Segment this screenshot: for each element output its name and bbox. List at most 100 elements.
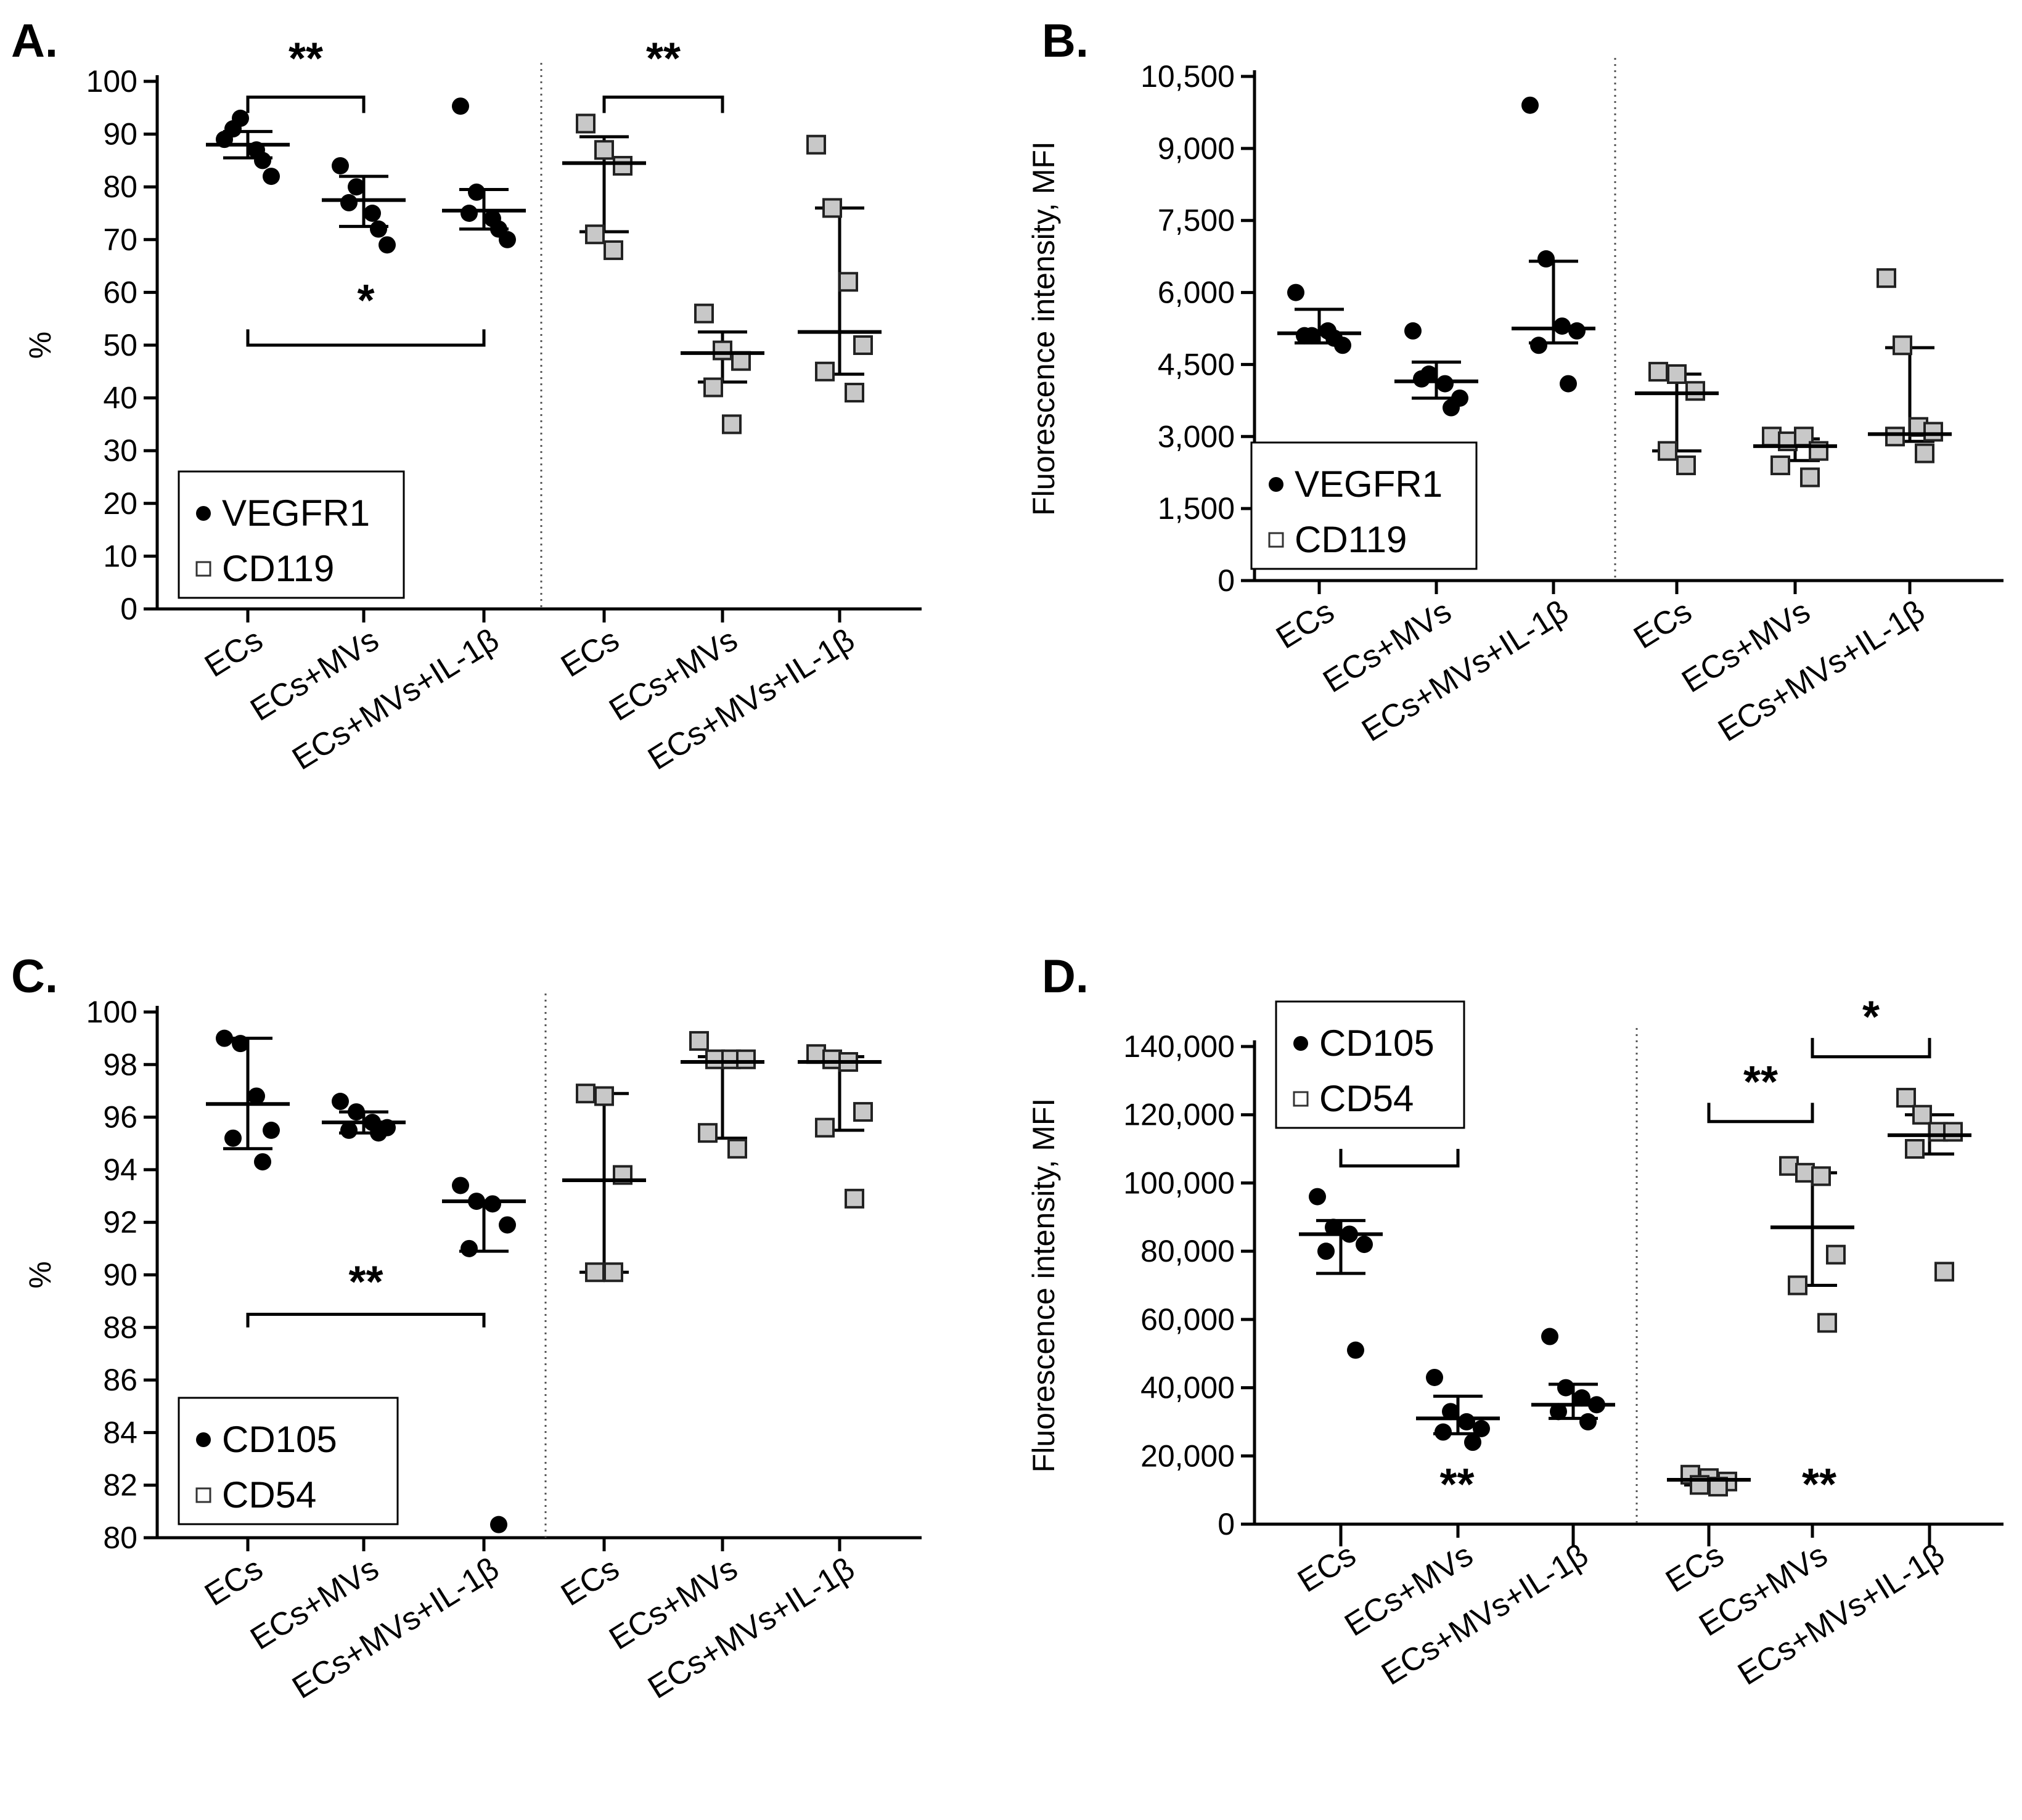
significance-bracket — [246, 329, 486, 347]
data-point — [1464, 1434, 1481, 1451]
significance-label: * — [357, 276, 374, 325]
x-tick-label: ECs+MVs+IL-1β — [286, 622, 505, 777]
significance-bracket — [602, 96, 724, 113]
y-tick-label: 94 — [103, 1153, 137, 1187]
data-point — [1560, 375, 1577, 393]
y-tick-label: 70 — [103, 222, 137, 257]
data-point — [216, 1029, 233, 1047]
data-point — [1795, 1162, 1815, 1183]
data-point — [1788, 1275, 1807, 1296]
data-point — [1404, 322, 1422, 340]
data-point — [1541, 1328, 1558, 1345]
data-point — [254, 1153, 271, 1171]
data-point — [838, 272, 858, 292]
y-tick-label: 10,500 — [1140, 59, 1235, 94]
data-point — [232, 1035, 249, 1053]
data-point — [1458, 1413, 1475, 1430]
data-point — [348, 178, 365, 196]
data-point — [1579, 1413, 1597, 1430]
legend-marker — [195, 1487, 211, 1503]
data-point — [604, 240, 623, 260]
data-point — [1530, 337, 1547, 354]
data-point — [1443, 399, 1460, 417]
y-tick-label: 1,500 — [1158, 491, 1235, 526]
data-point — [1915, 443, 1934, 463]
data-point — [727, 1138, 747, 1159]
data-point — [1912, 1104, 1932, 1125]
legend-entry: CD105 — [1319, 1022, 1435, 1064]
y-tick-label: 96 — [103, 1100, 137, 1135]
data-point — [263, 168, 280, 186]
data-point — [853, 1102, 873, 1122]
legend-entry: CD105 — [222, 1419, 337, 1460]
y-tick-label: 88 — [103, 1310, 137, 1345]
y-tick-label: 0 — [1218, 1507, 1235, 1541]
y-tick-label: 60,000 — [1140, 1302, 1235, 1337]
data-point — [1893, 335, 1912, 356]
y-tick-label: 84 — [103, 1415, 137, 1450]
y-axis-label: % — [23, 1261, 57, 1288]
y-tick-label: 90 — [103, 1258, 137, 1292]
x-tick-label: ECs — [1660, 1537, 1730, 1599]
significance-bracket — [1707, 1522, 1931, 1546]
data-point — [1762, 426, 1782, 447]
legend-entry: VEGFR1 — [1295, 463, 1443, 505]
y-tick-label: 6,000 — [1158, 275, 1235, 310]
data-point — [1537, 250, 1555, 268]
x-tick-label: ECs — [555, 1551, 625, 1613]
legend-box — [1275, 1000, 1465, 1129]
legend-marker — [1269, 477, 1283, 492]
data-point — [1685, 381, 1705, 401]
data-point — [1568, 322, 1586, 340]
y-tick-label: 80 — [103, 169, 137, 204]
chart-panel-c: C.80828486889092949698100%ECsECs+MVsECs+… — [11, 950, 922, 1706]
data-point — [1817, 1313, 1837, 1333]
data-point — [576, 1083, 596, 1104]
significance-label: ** — [289, 35, 323, 84]
data-point — [1426, 1368, 1443, 1386]
y-tick-label: 4,500 — [1158, 347, 1235, 382]
x-tick-label: ECs — [199, 622, 269, 684]
data-point — [1943, 1122, 1963, 1142]
data-point — [585, 1262, 605, 1283]
data-point — [224, 1129, 242, 1147]
y-tick-label: 40 — [103, 381, 137, 415]
data-point — [822, 198, 842, 218]
data-point — [1573, 1389, 1590, 1407]
data-point — [370, 1124, 387, 1142]
chart-panel-b: B. 0 1,500 3,000 4,500 6,000 7,500 9,000 10,500 F… — [1026, 15, 2004, 749]
panel-letter: B. — [1042, 15, 1089, 67]
y-tick-label: 7,500 — [1158, 203, 1235, 238]
data-point — [490, 220, 507, 238]
significance-label: ** — [1743, 1058, 1778, 1107]
data-point — [698, 1123, 718, 1143]
significance-label: ** — [1802, 1460, 1836, 1509]
data-point — [1557, 1379, 1574, 1397]
data-point — [1347, 1341, 1364, 1359]
y-tick-label: 9,000 — [1158, 131, 1235, 166]
data-point — [613, 155, 632, 176]
data-point — [332, 1093, 349, 1111]
legend-entry: CD119 — [222, 548, 334, 589]
legend-entry: VEGFR1 — [222, 492, 370, 534]
data-point — [845, 383, 864, 403]
y-axis-label: % — [23, 332, 57, 359]
data-point — [604, 1262, 623, 1283]
x-tick-label: ECs — [1270, 594, 1340, 656]
significance-bracket — [1811, 1038, 1931, 1059]
data-point — [1877, 268, 1896, 288]
data-point — [845, 1188, 864, 1209]
data-point — [1356, 1236, 1373, 1254]
y-tick-label: 80,000 — [1140, 1234, 1235, 1268]
data-point — [1521, 96, 1539, 114]
legend-marker — [1293, 1091, 1309, 1107]
significance-bracket — [1339, 1149, 1460, 1168]
data-point — [1553, 317, 1571, 335]
y-tick-label: 50 — [103, 328, 137, 362]
data-point — [452, 97, 469, 115]
data-point — [713, 340, 732, 361]
significance-bracket — [246, 96, 366, 113]
data-point — [1648, 362, 1668, 382]
x-tick-label: ECs — [1627, 594, 1698, 656]
legend-marker — [1293, 1036, 1308, 1051]
